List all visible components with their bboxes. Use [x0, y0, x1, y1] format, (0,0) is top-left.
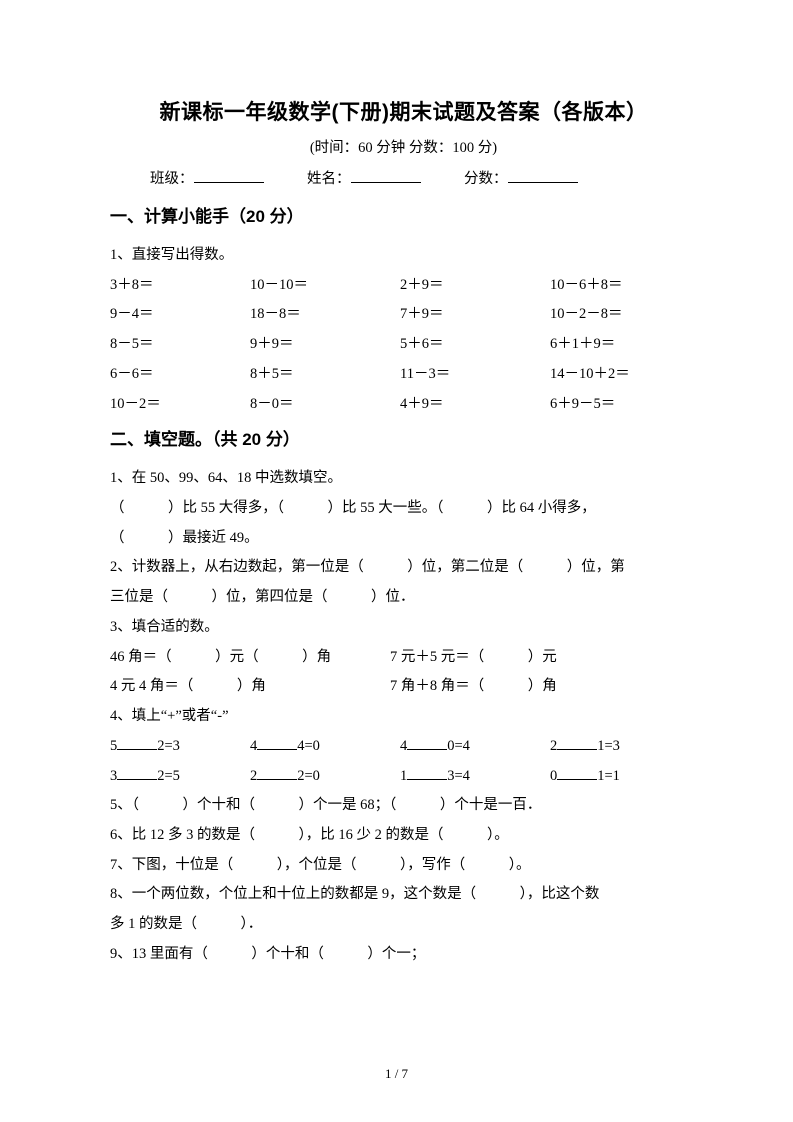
op-a: 4 [400, 738, 407, 754]
calc-cell: 9－4＝ [110, 300, 250, 330]
op-cell: 0 1=1 [550, 762, 697, 792]
op-a: 2 [250, 768, 257, 784]
op-b: 2=0 [297, 768, 320, 784]
op-cell: 4 0=4 [400, 732, 550, 762]
op-b: 0=4 [447, 738, 470, 754]
score-blank[interactable] [508, 167, 578, 183]
op-cell: 1 3=4 [400, 762, 550, 792]
op-cell: 2 2=0 [250, 762, 400, 792]
op-b: 1=3 [597, 738, 620, 754]
calc-cell: 8－0＝ [250, 390, 400, 420]
gap1 [264, 167, 308, 188]
calc-cell: 10－6＋8＝ [550, 271, 697, 301]
exam-page: 新课标一年级数学(下册)期末试题及答案（各版本） (时间：60 分钟 分数：10… [0, 0, 793, 1122]
op-cell: 5 2=3 [110, 732, 250, 762]
op-a: 2 [550, 738, 557, 754]
score-label: 分数： [464, 167, 508, 188]
op-blank[interactable] [257, 764, 297, 779]
money-cell: 4 元 4 角＝（ ）角 [110, 672, 390, 702]
section-1-heading: 一、计算小能手（20 分） [110, 202, 697, 227]
s2-q4: 4、填上“+”或者“-” [110, 702, 697, 732]
op-b: 4=0 [297, 738, 320, 754]
calc-cell: 8－5＝ [110, 330, 250, 360]
op-blank[interactable] [557, 764, 597, 779]
info-line: 班级： 姓名： 分数： [110, 167, 697, 188]
calc-cell: 7＋9＝ [400, 300, 550, 330]
op-blank[interactable] [257, 735, 297, 750]
money-cell: 7 元＋5 元＝（ ）元 [390, 643, 697, 673]
calc-cell: 10－2＝ [110, 390, 250, 420]
op-cell: 4 4=0 [250, 732, 400, 762]
op-b: 3=4 [447, 768, 470, 784]
op-b: 1=1 [597, 768, 620, 784]
page-number: 1 / 7 [0, 1066, 793, 1082]
name-label: 姓名： [307, 167, 351, 188]
s2-q9: 9、13 里面有（ ）个十和（ ）个一； [110, 940, 697, 970]
op-b: 2=3 [157, 738, 180, 754]
class-blank[interactable] [194, 167, 264, 183]
s2-q7: 7、下图，十位是（ ），个位是（ ），写作（ ）。 [110, 851, 697, 881]
calc-cell: 6＋1＋9＝ [550, 330, 697, 360]
calc-cell: 18－8＝ [250, 300, 400, 330]
calc-cell: 3＋8＝ [110, 271, 250, 301]
calc-cell: 8＋5＝ [250, 360, 400, 390]
calc-cell: 5＋6＝ [400, 330, 550, 360]
page-title: 新课标一年级数学(下册)期末试题及答案（各版本） [110, 96, 697, 126]
s2-q8a: 8、一个两位数，个位上和十位上的数都是 9，这个数是（ ），比这个数 [110, 880, 697, 910]
gap2 [421, 167, 465, 188]
calc-cell: 6－6＝ [110, 360, 250, 390]
s2-q6: 6、比 12 多 3 的数是（ ），比 16 少 2 的数是（ ）。 [110, 821, 697, 851]
op-blank[interactable] [407, 735, 447, 750]
op-a: 3 [110, 768, 117, 784]
s2-q1b: （ ）比 55 大得多，（ ）比 55 大一些。（ ）比 64 小得多， [110, 494, 697, 524]
calc-cell: 4＋9＝ [400, 390, 550, 420]
calc-cell: 11－3＝ [400, 360, 550, 390]
s2-q5: 5、（ ）个十和（ ）个一是 68；（ ）个十是一百． [110, 791, 697, 821]
op-cell: 3 2=5 [110, 762, 250, 792]
s1-q1: 1、直接写出得数。 [110, 241, 697, 271]
op-a: 0 [550, 768, 557, 784]
op-cell: 2 1=3 [550, 732, 697, 762]
s2-q3: 3、填合适的数。 [110, 613, 697, 643]
calc-cell: 10－2－8＝ [550, 300, 697, 330]
s2-q8b: 多 1 的数是（ ）． [110, 910, 697, 940]
calc-cell: 14－10＋2＝ [550, 360, 697, 390]
op-a: 5 [110, 738, 117, 754]
subtitle: (时间：60 分钟 分数：100 分) [110, 136, 697, 157]
calc-cell: 10－10＝ [250, 271, 400, 301]
op-blank[interactable] [117, 735, 157, 750]
calc-cell: 6＋9－5＝ [550, 390, 697, 420]
op-blank[interactable] [407, 764, 447, 779]
money-grid: 46 角＝（ ）元（ ）角 7 元＋5 元＝（ ）元 4 元 4 角＝（ ）角 … [110, 643, 697, 702]
s2-q1a: 1、在 50、99、64、18 中选数填空。 [110, 464, 697, 494]
op-blank[interactable] [557, 735, 597, 750]
s2-q1c: （ ）最接近 49。 [110, 524, 697, 554]
calc-cell: 2＋9＝ [400, 271, 550, 301]
op-a: 1 [400, 768, 407, 784]
money-cell: 46 角＝（ ）元（ ）角 [110, 643, 390, 673]
op-a: 4 [250, 738, 257, 754]
op-b: 2=5 [157, 768, 180, 784]
s2-q2a: 2、计数器上，从右边数起，第一位是（ ）位，第二位是（ ）位，第 [110, 553, 697, 583]
name-blank[interactable] [351, 167, 421, 183]
op-grid: 5 2=3 4 4=0 4 0=4 2 1=3 3 2=5 2 2=0 1 3=4 0 1=1 [110, 732, 697, 791]
op-blank[interactable] [117, 764, 157, 779]
calc-grid: 3＋8＝ 10－10＝ 2＋9＝ 10－6＋8＝ 9－4＝ 18－8＝ 7＋9＝… [110, 271, 697, 420]
s2-q2b: 三位是（ ）位，第四位是（ ）位． [110, 583, 697, 613]
calc-cell: 9＋9＝ [250, 330, 400, 360]
section-2-heading: 二、填空题。（共 20 分） [110, 425, 697, 450]
class-label: 班级： [150, 167, 194, 188]
money-cell: 7 角＋8 角＝（ ）角 [390, 672, 697, 702]
